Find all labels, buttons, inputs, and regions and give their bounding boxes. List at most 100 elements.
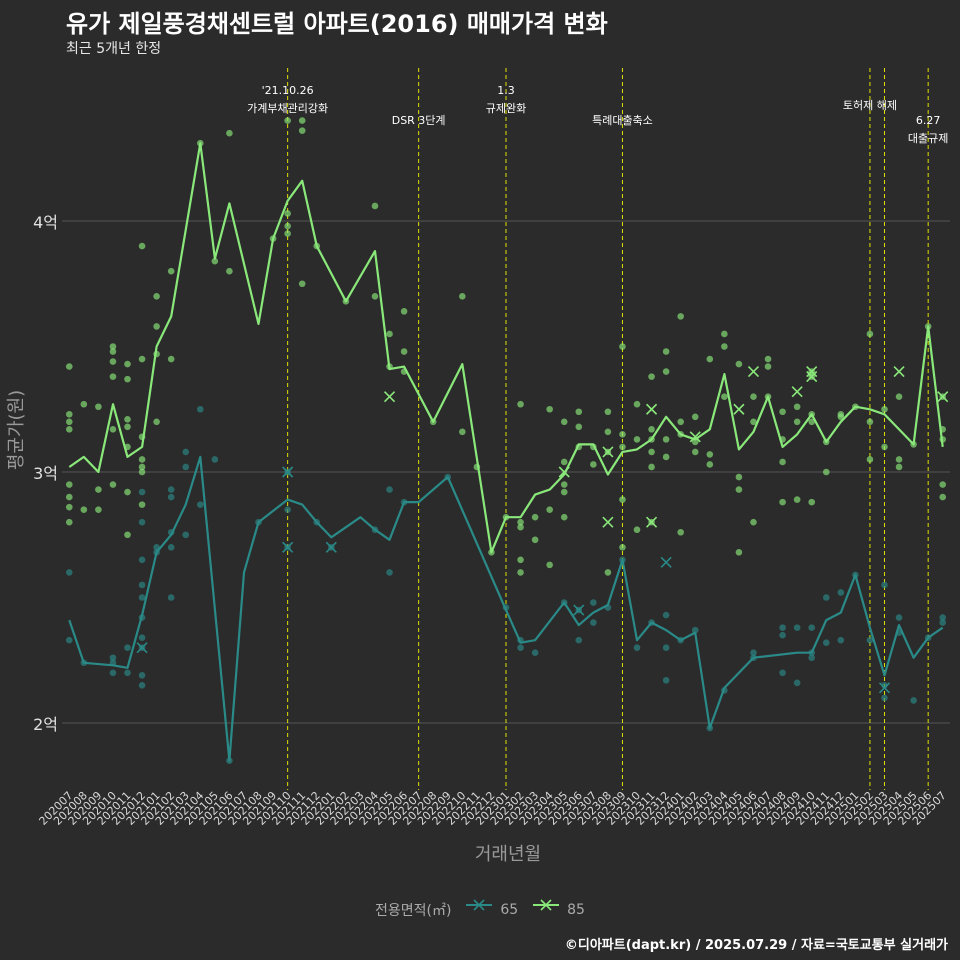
cross-stroke xyxy=(573,604,585,616)
scatter-point-85 xyxy=(633,526,641,534)
cross-marker-85 xyxy=(558,466,570,478)
legend-label-85: 85 xyxy=(567,902,585,918)
cross-stroke xyxy=(878,682,891,694)
cross-stroke xyxy=(136,642,148,654)
scatter-point-85 xyxy=(881,443,888,451)
scatter-point-85 xyxy=(138,463,146,471)
scatter-point-85 xyxy=(546,561,553,569)
scatter-point-85 xyxy=(677,313,684,320)
chart-title: 유가 제일풍경채센트럴 아파트(2016) 매매가격 변화 xyxy=(66,10,608,38)
cross-marker-65 xyxy=(660,556,672,568)
x-axis: 2020072020082020092020102020112020122021… xyxy=(37,789,949,828)
cross-markers xyxy=(136,366,949,694)
scatter-point-65 xyxy=(691,626,699,634)
scatter-point-85 xyxy=(604,428,612,436)
scatter-point-85 xyxy=(109,373,117,380)
scatter-point-85 xyxy=(109,343,117,350)
y-axis: 2억 3억 4억 xyxy=(33,213,58,734)
cross-marker-85 xyxy=(791,386,803,398)
cross-marker-85 xyxy=(689,431,701,443)
scatter-point-65 xyxy=(662,677,670,684)
scatter-point-85 xyxy=(517,400,524,408)
scatter-point-85 xyxy=(750,393,757,401)
scatter-point-85 xyxy=(167,267,175,275)
cross-stroke xyxy=(602,446,614,458)
scatter-point-65 xyxy=(138,594,146,601)
scatter-point-85 xyxy=(124,360,131,368)
scatter-point-65 xyxy=(167,594,175,601)
legend-key-65 xyxy=(465,899,492,911)
legend-title: 전용면적(㎡) xyxy=(375,903,452,919)
cross-stroke xyxy=(806,371,818,383)
scatter-point-85 xyxy=(604,569,612,576)
scatter-point-85 xyxy=(750,518,757,526)
scatter-point-85 xyxy=(691,448,699,456)
x-axis-label: 거래년월 xyxy=(475,844,541,865)
scatter-point-65 xyxy=(779,631,786,639)
cross-stroke xyxy=(893,366,905,378)
scatter-point-85 xyxy=(65,410,73,418)
scatter-point-85 xyxy=(837,413,845,421)
scatter-point-85 xyxy=(226,267,233,275)
scatter-point-65 xyxy=(211,456,219,463)
scatter-point-65 xyxy=(182,531,190,539)
scatter-point-65 xyxy=(750,649,757,657)
scatter-point-65 xyxy=(837,589,845,596)
annotation-label: 규제완화 xyxy=(486,102,526,115)
scatter-point-85 xyxy=(531,513,539,521)
cross-stroke xyxy=(791,386,803,398)
scatter-point-85 xyxy=(735,473,743,481)
scatter-point-85 xyxy=(226,129,233,137)
cross-marker-85 xyxy=(602,446,614,458)
scatter-point-65 xyxy=(138,672,146,679)
scatter-point-85 xyxy=(633,400,641,408)
annotation-lines xyxy=(287,68,929,790)
cross-stroke xyxy=(325,541,337,553)
scatter-point-65 xyxy=(138,634,146,641)
scatter-point-65 xyxy=(196,405,204,413)
scatter-point-85 xyxy=(691,413,699,421)
scatter-point-85 xyxy=(779,498,786,506)
scatter-point-85 xyxy=(764,363,772,370)
cross-marker-85 xyxy=(602,516,614,528)
scatter-point-85 xyxy=(80,400,88,408)
series-line-85 xyxy=(68,142,944,554)
cross-marker-65 xyxy=(282,466,294,478)
scatter-point-85 xyxy=(648,373,655,380)
scatter-point-65 xyxy=(779,669,786,677)
legend-key-85 xyxy=(532,899,559,911)
scatter-point-85 xyxy=(124,375,131,383)
scatter-point-85 xyxy=(124,415,131,423)
cross-stroke xyxy=(806,366,818,378)
cross-marker-85 xyxy=(893,366,905,378)
scatter-point-65 xyxy=(662,644,670,651)
scatter-point-85 xyxy=(866,330,874,338)
scatter-point-85 xyxy=(895,463,903,471)
scatter-point-85 xyxy=(822,468,830,476)
scatter-point-85 xyxy=(939,481,947,488)
scatter-point-85 xyxy=(109,481,117,488)
scatter-point-65 xyxy=(517,644,524,651)
scatter-point-85 xyxy=(604,408,612,416)
scatter-point-65 xyxy=(386,569,393,576)
cross-stroke xyxy=(383,391,396,403)
scatter-point-85 xyxy=(531,536,539,544)
scatter-point-65 xyxy=(910,697,917,704)
scatter-point-85 xyxy=(619,343,626,350)
scatter-point-65 xyxy=(182,463,190,471)
cross-stroke xyxy=(602,516,614,528)
scatter-point-85 xyxy=(750,418,757,426)
scatter-point-85 xyxy=(109,426,117,433)
scatter-point-85 xyxy=(211,257,219,265)
scatter-point-85 xyxy=(881,405,888,413)
scatter-point-85 xyxy=(95,506,102,513)
annotation-label: 1.3 xyxy=(497,84,515,97)
scatter-point-85 xyxy=(546,506,553,513)
scatter-point-65 xyxy=(138,682,146,689)
scatter-point-65 xyxy=(881,694,888,702)
scatter-point-85 xyxy=(95,403,102,411)
scatter-point-85 xyxy=(124,531,131,539)
annotation-label: DSR 3단계 xyxy=(392,114,446,127)
cross-marker-85 xyxy=(747,366,760,378)
scatter-point-85 xyxy=(575,408,583,416)
